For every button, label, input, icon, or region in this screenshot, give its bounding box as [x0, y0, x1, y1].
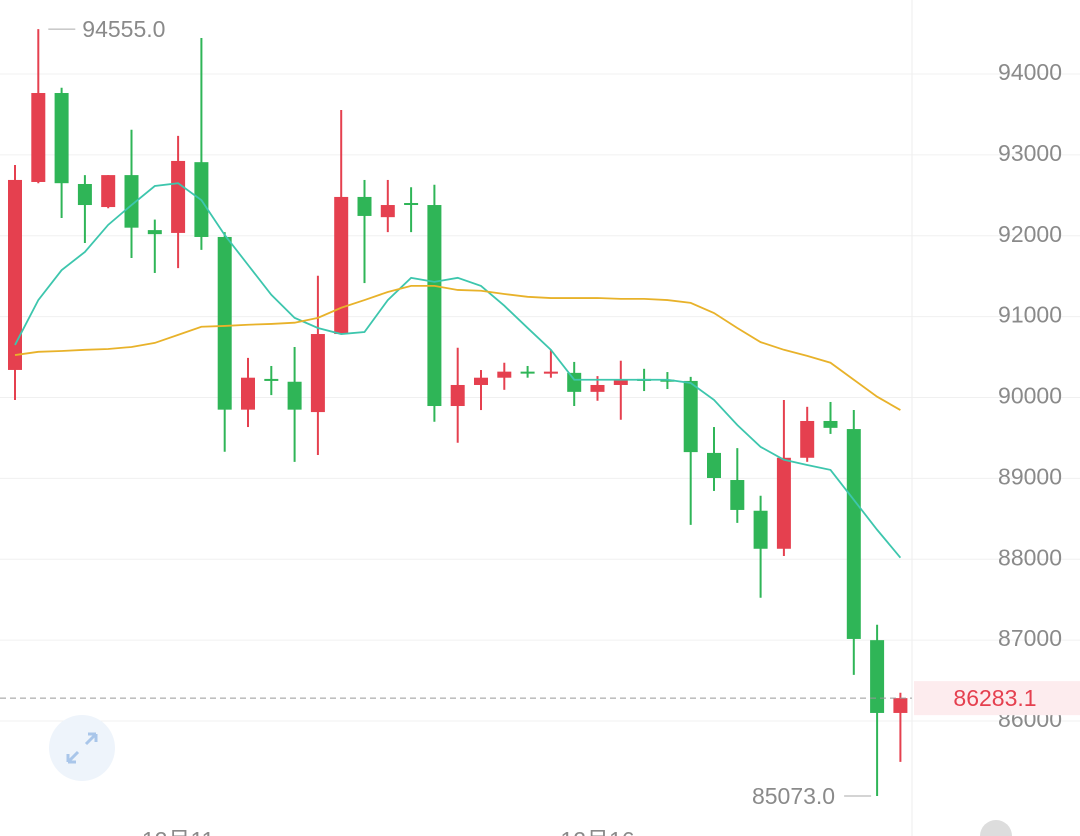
- candle-body: [893, 698, 908, 713]
- candle-body: [404, 203, 419, 206]
- candle-body: [124, 175, 139, 228]
- candle-body: [683, 380, 698, 453]
- y-tick-label: 92000: [998, 221, 1062, 247]
- candle-body: [31, 93, 46, 182]
- candle-body: [870, 640, 885, 713]
- candle-body: [474, 377, 488, 385]
- candle-body: [427, 205, 442, 407]
- max-label: 94555.0: [82, 16, 165, 42]
- candle-body: [77, 183, 92, 206]
- candle-body: [800, 420, 815, 458]
- y-tick-label: 91000: [998, 302, 1062, 328]
- candle-body: [497, 371, 512, 378]
- candle-body: [171, 160, 186, 233]
- candle-body: [310, 334, 325, 413]
- current-price-bg: [914, 681, 1080, 716]
- candle-body: [613, 379, 628, 385]
- y-tick-label: 88000: [998, 544, 1062, 570]
- candle-body: [823, 420, 838, 428]
- min-label: 85073.0: [752, 783, 835, 809]
- candle-body: [567, 372, 582, 392]
- candle-body: [846, 429, 861, 639]
- expand-button[interactable]: [49, 715, 115, 781]
- candle-body: [660, 379, 675, 382]
- candle-body: [450, 384, 465, 407]
- expand-icon[interactable]: [66, 732, 98, 764]
- candle-body: [520, 371, 535, 374]
- candle-body: [217, 236, 232, 410]
- candle-body: [264, 378, 279, 381]
- candle-body: [357, 196, 372, 216]
- y-tick-label: 94000: [998, 59, 1062, 85]
- x-tick-label: 12月11: [142, 827, 214, 836]
- candle-body: [753, 510, 768, 549]
- candle-body: [334, 196, 349, 335]
- x-tick-label: 12月16: [560, 827, 634, 836]
- candle-body: [54, 93, 69, 184]
- candle-body: [101, 175, 116, 208]
- corner-button[interactable]: [980, 820, 1012, 836]
- candle-body: [730, 480, 745, 510]
- candle-body: [8, 179, 22, 370]
- candle-body: [590, 384, 605, 392]
- y-tick-label: 90000: [998, 383, 1062, 409]
- moving-average: [14, 285, 901, 411]
- candle-body: [147, 230, 162, 235]
- y-tick-label: 93000: [998, 140, 1062, 166]
- candle-body: [380, 205, 395, 218]
- moving-average: [14, 182, 902, 559]
- candle-body: [543, 371, 558, 374]
- candle-body: [241, 377, 255, 410]
- current-price-label: 86283.1: [953, 685, 1036, 711]
- y-tick-label: 87000: [998, 625, 1062, 651]
- y-tick-label: 89000: [998, 463, 1062, 489]
- candle-body: [707, 452, 721, 478]
- candle-body: [776, 457, 791, 549]
- candle-body: [287, 381, 302, 410]
- expand-bg[interactable]: [49, 715, 115, 781]
